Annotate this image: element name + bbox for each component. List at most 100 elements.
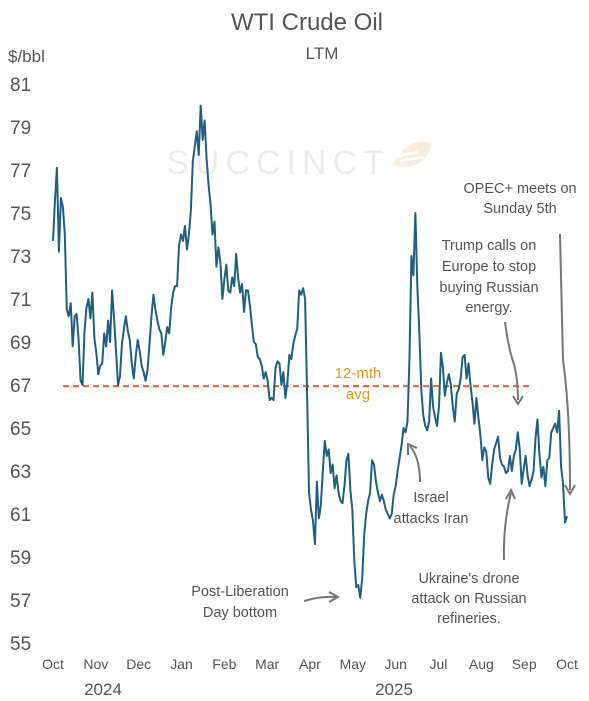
chart-subtitle: LTM: [306, 44, 339, 63]
data-point: [174, 285, 176, 287]
data-point: [227, 289, 229, 291]
annotation-liberation: Post-Liberation Day bottom: [191, 584, 341, 621]
data-point: [95, 352, 97, 354]
annotation-trump-arrow: [504, 321, 519, 401]
data-point: [212, 234, 214, 236]
data-point: [190, 210, 192, 212]
annotation-trump-arrowhead: [512, 395, 524, 406]
data-point: [552, 427, 554, 429]
annotation-opec-line2: Sunday 5th: [483, 201, 556, 217]
data-point: [345, 459, 347, 461]
data-point: [511, 470, 513, 472]
data-point: [470, 384, 472, 386]
data-point: [84, 330, 86, 332]
data-point: [284, 397, 286, 399]
data-point: [265, 371, 267, 373]
data-point: [119, 375, 121, 377]
data-point: [184, 225, 186, 227]
data-point: [133, 378, 135, 380]
data-point: [164, 341, 166, 343]
data-point: [466, 378, 468, 380]
y-axis-ticks: 81 79 77 75 73 71 69 67 65 63 61 59 57 55: [10, 75, 31, 655]
data-point: [477, 416, 479, 418]
data-point: [154, 309, 156, 311]
data-point: [145, 380, 147, 382]
annotation-israel-line2: attacks Iran: [394, 511, 469, 527]
data-point: [141, 365, 143, 367]
data-point: [399, 457, 401, 459]
y-tick-label: 57: [10, 591, 31, 612]
data-point: [475, 397, 477, 399]
data-point: [397, 470, 399, 472]
data-point: [186, 249, 188, 251]
x-tick-label: Jan: [170, 656, 193, 672]
y-tick-label: 71: [10, 290, 31, 311]
data-point: [448, 373, 450, 375]
average-label-line1: 12-mth: [335, 365, 382, 382]
data-point: [322, 470, 324, 472]
data-point: [147, 369, 149, 371]
data-point: [166, 326, 168, 328]
x-tick-label: Aug: [469, 656, 494, 672]
data-point: [444, 395, 446, 397]
data-point: [152, 294, 154, 296]
annotation-ukraine-arrow: [502, 492, 512, 561]
data-point: [442, 367, 444, 369]
data-point: [436, 425, 438, 427]
data-point: [70, 302, 72, 304]
data-point: [257, 356, 259, 358]
data-point: [373, 464, 375, 466]
data-point: [556, 431, 558, 433]
data-point: [206, 158, 208, 160]
data-point: [286, 382, 288, 384]
data-point: [343, 485, 345, 487]
data-point: [294, 335, 296, 337]
annotation-trump: Trump calls on Europe to stop buying Rus…: [439, 238, 539, 406]
data-point: [261, 365, 263, 367]
data-point: [139, 350, 141, 352]
data-point: [418, 330, 420, 332]
y-tick-label: 59: [10, 548, 31, 569]
annotation-trump-line1: Trump calls on: [442, 238, 537, 254]
annotation-ukraine: Ukraine's drone attack on Russian refine…: [411, 487, 527, 627]
annotation-liberation-line1: Post-Liberation: [191, 584, 289, 600]
data-point: [127, 330, 129, 332]
data-point: [66, 309, 68, 311]
annotation-ukraine-arrowhead: [505, 487, 516, 500]
data-point: [280, 384, 282, 386]
x-tick-label: Mar: [255, 656, 279, 672]
x-tick-label: Nov: [83, 656, 108, 672]
data-point: [235, 253, 237, 255]
data-point: [456, 393, 458, 395]
x-tick-label: Oct: [42, 656, 64, 672]
data-point: [300, 294, 302, 296]
data-point: [123, 328, 125, 330]
data-point: [74, 315, 76, 317]
y-tick-label: 81: [10, 75, 31, 96]
data-point: [89, 317, 91, 319]
data-point: [168, 332, 170, 334]
data-point: [103, 332, 105, 334]
data-point: [501, 464, 503, 466]
data-point: [68, 315, 70, 317]
data-point: [85, 307, 87, 309]
data-point: [243, 311, 245, 313]
data-point: [318, 517, 320, 519]
data-point: [438, 406, 440, 408]
data-point: [458, 388, 460, 390]
data-point: [422, 414, 424, 416]
data-point: [80, 380, 82, 382]
data-point: [546, 459, 548, 461]
annotation-ukraine-line1: Ukraine's drone: [418, 571, 519, 587]
data-point: [414, 212, 416, 214]
data-point: [225, 264, 227, 266]
annotation-ukraine-line3: refineries.: [437, 611, 501, 627]
data-point: [82, 384, 84, 386]
annotation-liberation-arrow: [303, 595, 337, 602]
data-point: [310, 509, 312, 511]
data-point: [282, 371, 284, 373]
data-point: [401, 444, 403, 446]
data-point: [76, 313, 78, 315]
data-point: [521, 483, 523, 485]
